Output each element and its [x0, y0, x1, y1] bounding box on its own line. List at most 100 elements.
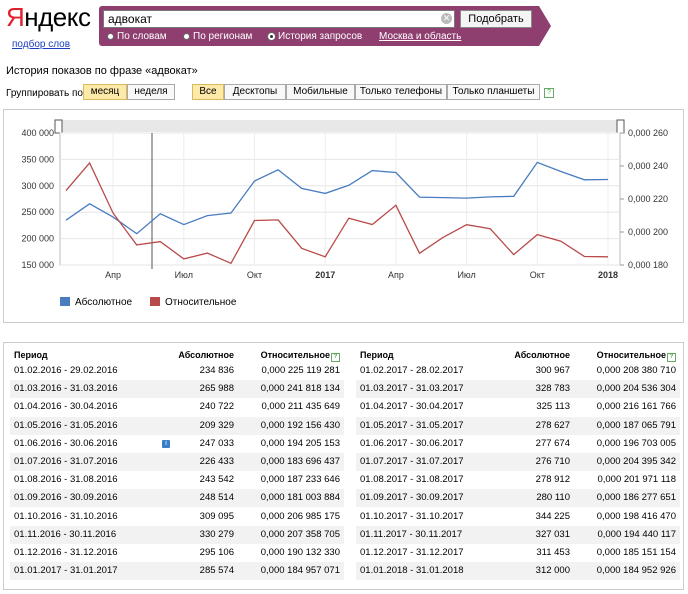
table-header: Период Абсолютное Относительное? — [356, 346, 680, 364]
cell-period: 01.02.2016 - 29.02.2016 — [14, 365, 118, 376]
info-icon[interactable]: i — [162, 439, 170, 448]
group-week-button[interactable]: неделя — [127, 84, 175, 100]
header-absolute: Абсолютное — [514, 350, 570, 360]
cell-relative: 0,000 187 233 646 — [260, 474, 340, 486]
cell-relative: 0,000 204 536 304 — [596, 383, 676, 395]
y-tick-left: 300 000 — [21, 181, 54, 191]
cell-period: 01.09.2017 - 30.09.2017 — [360, 492, 464, 504]
help-icon[interactable]: ? — [544, 88, 554, 98]
device-mobile-button[interactable]: Мобильные — [286, 84, 355, 100]
cell-relative: 0,000 194 440 117 — [597, 528, 676, 540]
cell-absolute: 285 574 — [199, 565, 234, 577]
radio-selected-icon — [268, 33, 275, 40]
mode-by-words[interactable]: По словам — [107, 31, 167, 42]
cell-period: 01.05.2016 - 31.05.2016 — [14, 419, 118, 431]
clear-icon[interactable]: ✕ — [441, 13, 452, 24]
table-row: 01.09.2016 - 30.09.2016 248 514 0,000 181 … — [10, 489, 344, 508]
device-tablets-button[interactable]: Только планшеты — [447, 84, 540, 100]
legend-label: Относительное — [165, 297, 237, 308]
table-row: 01.08.2016 - 31.08.2016 243 542 0,000 187 … — [10, 471, 344, 489]
mode-label: По регионам — [193, 31, 253, 42]
table-row: 01.07.2016 - 31.07.2016 226 433 0,000 183 … — [10, 453, 344, 471]
cell-absolute: 209 329 — [199, 419, 234, 431]
x-tick-label: Апр — [388, 270, 404, 280]
legend-relative[interactable]: Относительное — [150, 297, 236, 308]
page-title: История показов по фразе «адвокат» — [6, 65, 198, 77]
cell-relative: 0,000 186 277 651 — [596, 492, 676, 504]
cell-relative: 0,000 211 435 649 — [261, 401, 340, 413]
grouping-label: Группировать по: — [6, 88, 86, 99]
mode-label: История запросов — [278, 31, 363, 42]
cell-absolute: 243 542 — [199, 474, 234, 486]
cell-period: 01.05.2017 - 31.05.2017 — [360, 419, 464, 431]
cell-absolute: 344 225 — [535, 510, 570, 522]
history-chart: 150 000 200 000 250 000 300 000 350 000 400 0… — [21, 119, 668, 280]
table-row: 01.06.2017 - 30.06.2017 277 674 0,000 196 … — [356, 435, 680, 453]
legend-swatch — [150, 297, 160, 306]
cell-absolute: 226 433 — [199, 456, 234, 467]
device-desktop-button[interactable]: Десктопы — [224, 84, 286, 100]
logo-first-letter: Я — [6, 2, 25, 32]
cell-relative: 0,000 225 119 281 — [261, 365, 340, 376]
cell-period: 01.04.2017 - 30.04.2017 — [360, 401, 464, 413]
cell-period: 01.06.2017 - 30.06.2017 — [360, 437, 464, 449]
cell-absolute: 312 000 — [535, 565, 570, 577]
cell-absolute: 240 722 — [199, 401, 234, 413]
cell-absolute: 328 783 — [535, 383, 570, 395]
cell-relative: 0,000 194 205 153 — [260, 437, 340, 449]
table-row: 01.03.2017 - 31.03.2017 328 783 0,000 204 … — [356, 380, 680, 399]
cell-relative: 0,000 187 065 791 — [596, 419, 676, 431]
mode-label: По словам — [117, 31, 167, 42]
device-phones-button[interactable]: Только телефоны — [355, 84, 447, 100]
mode-history[interactable]: История запросов — [268, 31, 362, 42]
y-tick-left: 350 000 — [21, 154, 54, 164]
table-row: 01.10.2017 - 31.10.2017 344 225 0,000 198 … — [356, 508, 680, 526]
table-panel — [3, 342, 684, 590]
radio-icon — [107, 33, 114, 40]
table-row: 01.04.2017 - 30.04.2017 325 113 0,000 216 … — [356, 398, 680, 416]
legend-label: Абсолютное — [75, 297, 133, 308]
region-link[interactable]: Москва и область — [379, 31, 462, 42]
y-tick-left: 150 000 — [21, 260, 54, 270]
table-row: 01.03.2016 - 31.03.2016 265 988 0,000 241 … — [10, 380, 344, 399]
table-row: 01.02.2017 - 28.02.2017 300 967 0,000 208 … — [356, 362, 680, 380]
chart-navigator — [60, 120, 620, 132]
table-row: 01.04.2016 - 30.04.2016 240 722 0,000 211 … — [10, 398, 344, 416]
cell-period: 01.11.2016 - 30.11.2016 — [14, 528, 117, 540]
y-tick-right: 0,000 220 — [628, 194, 668, 204]
y-tick-left: 400 000 — [21, 128, 54, 138]
help-icon[interactable]: ? — [331, 353, 340, 362]
cell-absolute: 234 836 — [199, 365, 234, 376]
group-month-button[interactable]: месяц — [83, 84, 127, 100]
y-tick-left: 250 000 — [21, 207, 54, 217]
cell-relative: 0,000 190 132 330 — [260, 547, 340, 558]
search-button[interactable]: Подобрать — [460, 10, 532, 28]
header-period: Период — [360, 350, 394, 360]
cell-relative: 0,000 241 818 134 — [260, 383, 340, 395]
cell-period: 01.03.2017 - 31.03.2017 — [360, 383, 464, 395]
y-tick-left: 200 000 — [21, 234, 54, 244]
device-all-button[interactable]: Все — [192, 84, 224, 100]
x-tick-label: 2018 — [598, 270, 618, 280]
header-relative: Относительное? — [597, 346, 676, 364]
yandex-logo[interactable]: Яндекс — [6, 2, 91, 33]
cell-absolute: 278 912 — [535, 474, 570, 486]
table-header: Период Абсолютное Относительное? — [10, 346, 344, 364]
table-row: 01.11.2016 - 30.11.2016 330 279 0,000 207 … — [10, 525, 344, 544]
cell-absolute: 311 453 — [536, 547, 570, 558]
mode-by-regions[interactable]: По регионам — [183, 31, 252, 42]
help-icon[interactable]: ? — [667, 353, 676, 362]
cell-period: 01.12.2017 - 31.12.2017 — [360, 547, 464, 558]
legend-absolute[interactable]: Абсолютное — [60, 297, 132, 308]
search-input[interactable] — [103, 10, 455, 28]
cell-absolute: 276 710 — [535, 456, 570, 467]
wordstat-link[interactable]: подбор слов — [12, 39, 71, 50]
cell-relative: 0,000 184 957 071 — [260, 565, 340, 577]
cell-period: 01.09.2016 - 30.09.2016 — [14, 492, 118, 504]
table-row: 01.11.2017 - 30.11.2017 327 031 0,000 194 … — [356, 525, 680, 544]
table-row: 01.08.2017 - 31.08.2017 278 912 0,000 201 … — [356, 471, 680, 489]
radio-icon — [183, 33, 190, 40]
cell-relative: 0,000 216 161 766 — [596, 401, 676, 413]
cell-absolute: 265 988 — [199, 383, 234, 395]
cell-absolute: 277 674 — [535, 437, 570, 449]
